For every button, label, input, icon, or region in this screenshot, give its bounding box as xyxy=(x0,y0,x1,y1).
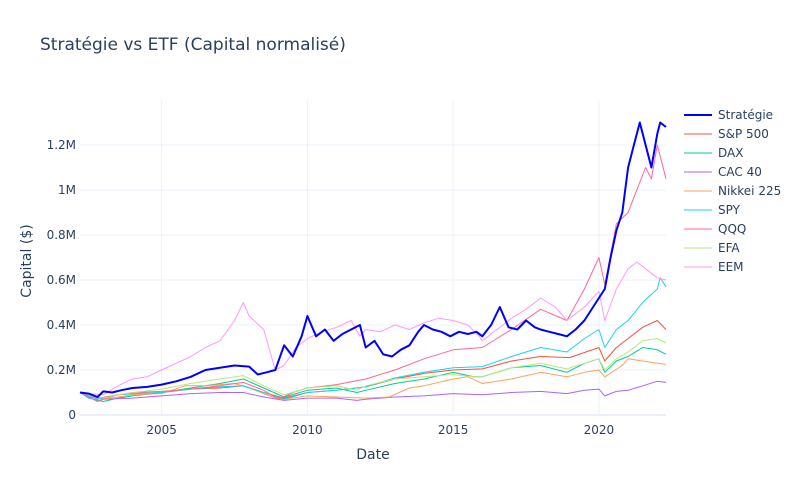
y-tick-label: 0.2M xyxy=(47,363,76,377)
legend-label-spy: SPY xyxy=(718,203,741,217)
y-tick-label: 0.8M xyxy=(47,228,76,242)
legend-label-cac-40: CAC 40 xyxy=(718,165,762,179)
series-line-cac-40 xyxy=(79,380,667,401)
y-tick-label: 1M xyxy=(58,183,76,197)
chart-title: Stratégie vs ETF (Capital normalisé) xyxy=(40,35,346,55)
series-line-efa xyxy=(79,338,667,399)
y-tick-label: 1.2M xyxy=(47,138,76,152)
y-tick-label: 0 xyxy=(68,408,76,422)
x-tick-label: 2015 xyxy=(438,423,469,437)
legend-label-s-p-500: S&P 500 xyxy=(718,127,769,141)
legend-label-eem: EEM xyxy=(718,260,744,274)
x-tick-label: 2010 xyxy=(292,423,323,437)
legend: Stratégie S&P 500 DAX CAC 40 Nikkei 225 SPY QQ… xyxy=(684,108,781,274)
x-tick-label: 2020 xyxy=(584,423,615,437)
y-axis-title: Capital ($) xyxy=(19,224,35,297)
legend-label-strat-gie: Stratégie xyxy=(718,108,773,122)
x-tick-label: 2005 xyxy=(146,423,177,437)
legend-label-nikkei-225: Nikkei 225 xyxy=(718,184,781,198)
legend-label-qqq: QQQ xyxy=(718,222,746,236)
legend-label-efa: EFA xyxy=(718,241,740,255)
plot-area: 0 0.2M 0.4M 0.6M 0.8M 1M 1.2M 2005 2010 2015 2020 xyxy=(47,100,667,437)
y-tick-label: 0.4M xyxy=(47,318,76,332)
y-tick-label: 0.6M xyxy=(47,273,76,287)
series-line-spy xyxy=(79,277,667,400)
x-axis-title: Date xyxy=(356,447,389,463)
series-line-qqq xyxy=(79,144,667,402)
legend-label-dax: DAX xyxy=(718,146,743,160)
series-line-strat-gie xyxy=(79,121,667,398)
series-line-eem xyxy=(79,261,667,396)
